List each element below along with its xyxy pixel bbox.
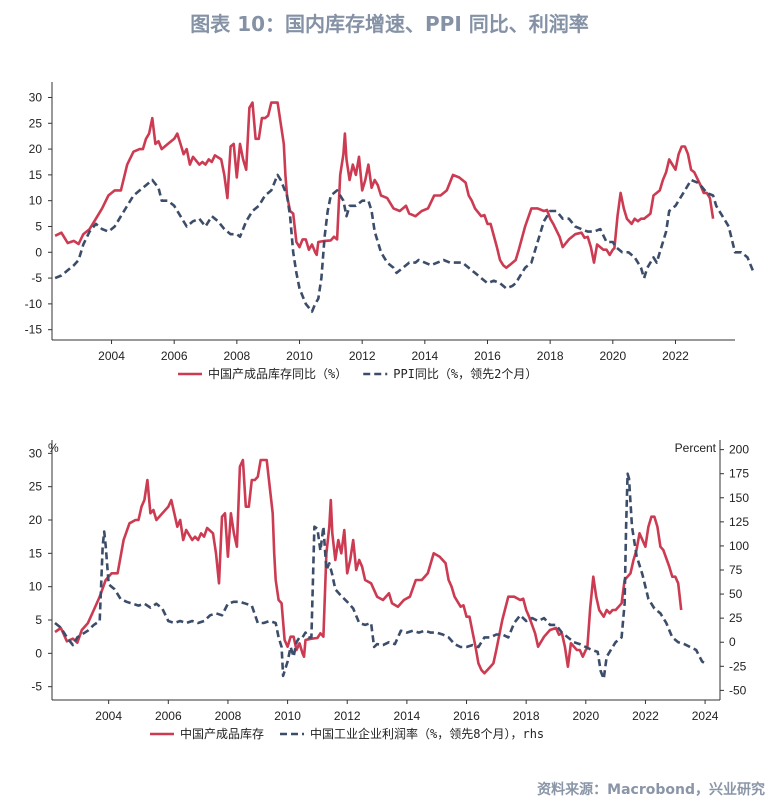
y-tick-label: 15 bbox=[29, 168, 43, 182]
y-tick-label: 20 bbox=[29, 142, 43, 156]
y-tick-label: 30 bbox=[29, 90, 43, 104]
legend-label-2: PPI同比（%，领先2个月） bbox=[393, 367, 537, 381]
x-tick-label: 2022 bbox=[662, 349, 689, 363]
x-tick-label: 2012 bbox=[349, 349, 376, 363]
legend-label-1: 中国产成品库存同比（%） bbox=[208, 366, 347, 381]
x-tick-label: 2006 bbox=[155, 709, 182, 723]
x-tick-label: 2016 bbox=[474, 349, 501, 363]
x-tick-label: 2008 bbox=[223, 349, 250, 363]
y2-tick-label: 150 bbox=[729, 491, 749, 505]
x-tick-label: 2020 bbox=[599, 349, 626, 363]
y-tick-label: 0 bbox=[35, 646, 42, 660]
y2-tick-label: -50 bbox=[729, 683, 747, 697]
series-line-2 bbox=[54, 472, 706, 681]
x-tick-label: 2004 bbox=[98, 349, 125, 363]
y-tick-label: 10 bbox=[29, 194, 43, 208]
y-tick-label: -15 bbox=[25, 323, 43, 337]
x-tick-label: 2018 bbox=[537, 349, 564, 363]
series-line-2 bbox=[54, 173, 756, 313]
y-tick-label: 10 bbox=[29, 580, 43, 594]
y-tick-label: -5 bbox=[31, 680, 42, 694]
y2-axis-unit: Percent bbox=[675, 441, 717, 455]
y-axis-unit: % bbox=[48, 441, 59, 455]
y-tick-label: 5 bbox=[35, 219, 42, 233]
y-tick-label: 25 bbox=[29, 480, 43, 494]
y2-tick-label: 175 bbox=[729, 467, 749, 481]
y2-tick-label: 50 bbox=[729, 587, 743, 601]
y-tick-label: 25 bbox=[29, 116, 43, 130]
y-tick-label: -5 bbox=[31, 271, 42, 285]
x-tick-label: 2014 bbox=[394, 709, 421, 723]
series-line-1 bbox=[54, 458, 683, 675]
x-tick-label: 2006 bbox=[161, 349, 188, 363]
y-tick-label: 20 bbox=[29, 513, 43, 527]
figure-title: 图表 10：国内库存增速、PPI 同比、利润率 bbox=[190, 12, 589, 36]
y2-tick-label: 100 bbox=[729, 539, 749, 553]
source-note: 资料来源：Macrobond，兴业研究 bbox=[537, 782, 765, 798]
x-tick-label: 2010 bbox=[286, 349, 313, 363]
x-tick-label: 2004 bbox=[95, 709, 122, 723]
x-tick-label: 2008 bbox=[215, 709, 242, 723]
y2-tick-label: -25 bbox=[729, 659, 747, 673]
x-tick-label: 2012 bbox=[334, 709, 361, 723]
x-tick-label: 2024 bbox=[692, 709, 719, 723]
y2-tick-label: 75 bbox=[729, 563, 743, 577]
series-line-1 bbox=[54, 101, 715, 270]
y2-tick-label: 25 bbox=[729, 611, 743, 625]
y2-tick-label: 200 bbox=[729, 443, 749, 457]
y2-tick-label: 125 bbox=[729, 515, 749, 529]
chart-1: 30 25 20 15 10 5 0 -5 -10 -15 2004 2006 2008 2010 2012… bbox=[25, 82, 756, 381]
y2-tick-label: 0 bbox=[729, 635, 736, 649]
y-tick-label: 0 bbox=[35, 245, 42, 259]
x-tick-label: 2014 bbox=[411, 349, 438, 363]
x-tick-label: 2018 bbox=[513, 709, 540, 723]
legend-label-1: 中国产成品库存 bbox=[180, 726, 264, 741]
y-tick-label: 5 bbox=[35, 613, 42, 627]
x-tick-label: 2016 bbox=[453, 709, 480, 723]
x-tick-label: 2022 bbox=[632, 709, 659, 723]
y-tick-label: -10 bbox=[25, 297, 43, 311]
legend-label-2: 中国工业企业利润率（%，领先8个月），rhs bbox=[310, 726, 544, 741]
y-tick-label: 30 bbox=[29, 446, 43, 460]
x-tick-label: 2020 bbox=[572, 709, 599, 723]
chart-2: 302520151050-52001751501251007550250-25-… bbox=[29, 440, 749, 741]
x-tick-label: 2010 bbox=[274, 709, 301, 723]
y-tick-label: 15 bbox=[29, 546, 43, 560]
